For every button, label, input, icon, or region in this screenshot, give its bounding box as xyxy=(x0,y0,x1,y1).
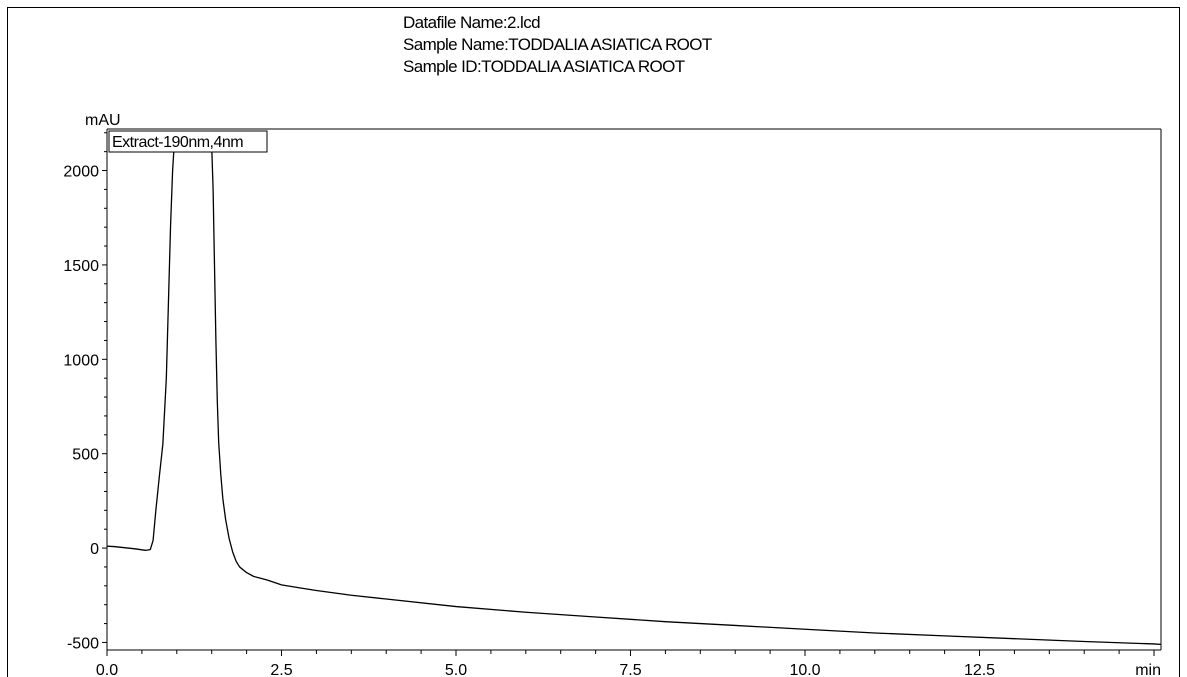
y-tick-label: 500 xyxy=(72,447,99,464)
y-tick-label: 0 xyxy=(90,541,99,558)
plot-area xyxy=(107,128,1162,650)
datafile-name: Datafile Name:2.lcd xyxy=(403,13,541,32)
x-axis-label: min xyxy=(1135,662,1161,677)
y-tick-label: 1000 xyxy=(63,352,99,369)
sample-name: Sample Name:TODDALIA ASIATICA ROOT xyxy=(403,35,712,54)
y-tick-label: 1500 xyxy=(63,258,99,275)
x-tick-label: 12.5 xyxy=(964,662,995,677)
y-tick-label: 2000 xyxy=(63,164,99,181)
chromatogram-frame xyxy=(7,7,1180,677)
legend: Extract-190nm,4nm xyxy=(108,130,268,153)
x-tick-label: 7.5 xyxy=(619,662,641,677)
x-tick-label: 2.5 xyxy=(270,662,292,677)
x-tick-label: 5.0 xyxy=(445,662,467,677)
legend-label: Extract-190nm,4nm xyxy=(112,134,243,151)
x-tick-label: 10.0 xyxy=(789,662,820,677)
axes: -500 0 500 1000 1500 2000 mAU 0.0 2.5 5.0 7.5 10.0 1… xyxy=(63,112,1161,677)
series-layer xyxy=(106,145,1162,645)
sample-header: Datafile Name:2.lcd Sample Name:TODDALIA… xyxy=(403,12,712,78)
series-line xyxy=(106,145,1162,645)
sample-id: Sample ID:TODDALIA ASIATICA ROOT xyxy=(403,57,685,76)
y-tick-label: -500 xyxy=(67,635,99,652)
x-tick-label: 0.0 xyxy=(96,662,118,677)
y-axis-label: mAU xyxy=(85,112,121,129)
legend-box xyxy=(108,130,268,153)
